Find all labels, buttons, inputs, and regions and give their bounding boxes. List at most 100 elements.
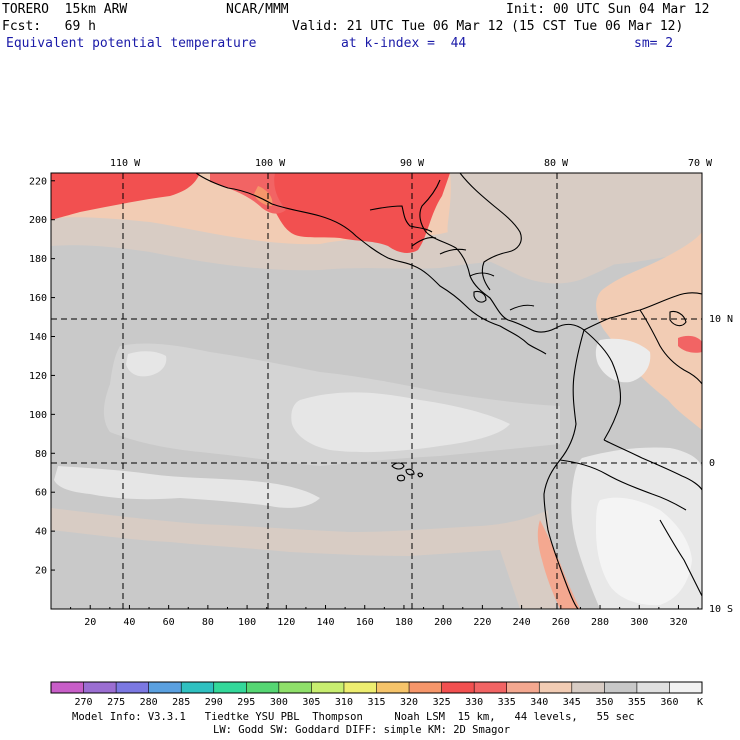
colorbar-swatch [636, 682, 670, 693]
lat-label-10s: 10 S [709, 604, 733, 615]
valid-time: Valid: 21 UTC Tue 06 Mar 12 (15 CST Tue … [292, 19, 684, 34]
x-tick-label: 240 [513, 617, 531, 628]
colorbar-label: 295 [237, 697, 255, 708]
coastline-lake-nicaragua [473, 290, 487, 303]
colorbar-swatch [246, 682, 280, 693]
border-peru-brazil [659, 519, 702, 597]
lon-label-100w: 100 W [255, 158, 286, 169]
map-field [51, 173, 702, 609]
colorbar-label: 305 [302, 697, 320, 708]
colorbar-label: 325 [433, 697, 451, 708]
border-mexico-guatemala [369, 205, 433, 233]
coastline-caribbean [459, 173, 522, 291]
theta-e-band-355-patch-3 [54, 466, 320, 508]
border-venezuela-inland [639, 309, 702, 385]
theta-e-band-330-north [51, 173, 200, 220]
lat-label-10n: 10 N [709, 314, 733, 325]
x-tick-label: 20 [84, 617, 96, 628]
colorbar-swatch [148, 682, 182, 693]
colorbar-label: 275 [107, 697, 125, 708]
y-tick-label: 140 [29, 332, 47, 343]
colorbar-label: 355 [628, 697, 646, 708]
colorbar-swatch [213, 682, 247, 693]
y-tick-label: 20 [35, 566, 47, 577]
x-tick-label: 80 [202, 617, 214, 628]
coastline-mexico-central-america [195, 173, 547, 355]
x-tick-label: 60 [163, 617, 175, 628]
organization-label: NCAR/MMM [226, 2, 289, 17]
colorbar-swatch [669, 682, 703, 693]
model-name: TORERO 15km ARW [2, 2, 128, 17]
lon-label-80w: 80 W [544, 158, 569, 169]
border-central-america [411, 236, 535, 311]
y-tick-label: 120 [29, 371, 47, 382]
x-tick-label: 200 [434, 617, 452, 628]
y-tick-label: 200 [29, 215, 47, 226]
init-time: Init: 00 UTC Sun 04 Mar 12 [506, 2, 710, 17]
theta-e-band-340-east [596, 173, 702, 430]
theta-e-band-360-colombia [595, 338, 651, 383]
colorbar-label: 330 [465, 697, 483, 708]
colorbar-swatch [343, 682, 377, 693]
x-tick-label: 40 [123, 617, 135, 628]
model-info-line-1: Model Info: V3.3.1 Tiedtke YSU PBL Thomp… [72, 711, 635, 723]
colorbar: 270 275 280 285 290 295 300 305 310 315 320 325 330 3… [50, 681, 703, 708]
colorbar-swatch [474, 682, 507, 693]
colorbar-swatch [539, 682, 573, 693]
y-tick-label: 80 [35, 449, 47, 460]
y-tick-label: 220 [29, 176, 47, 187]
map-axes: 220 200 180 160 140 120 100 80 60 40 20 20 40 60 80 100… [29, 176, 699, 628]
y-tick-label: 180 [29, 254, 47, 265]
colorbar-label: 280 [140, 697, 158, 708]
colorbar-label: 345 [563, 697, 581, 708]
field-title: Equivalent potential temperature [6, 36, 257, 51]
x-tick-label: 180 [395, 617, 413, 628]
coastlines [195, 173, 702, 609]
x-tick-label: 160 [356, 617, 374, 628]
border-colombia-ecuador-peru [559, 329, 702, 511]
theta-e-band-330-venezuela [678, 335, 702, 353]
x-tick-label: 320 [669, 617, 687, 628]
colorbar-label: 335 [498, 697, 516, 708]
coastline-yucatan [419, 179, 585, 333]
colorbar-swatch [571, 682, 605, 693]
x-tick-label: 280 [591, 617, 609, 628]
colorbar-unit: K [697, 697, 703, 708]
theta-e-band-345-east [447, 173, 702, 284]
colorbar-label: 310 [335, 697, 353, 708]
colorbar-label: 285 [172, 697, 190, 708]
x-tick-label: 220 [473, 617, 491, 628]
colorbar-label: 270 [75, 697, 93, 708]
colorbar-label: 350 [595, 697, 613, 708]
theta-e-band-350-southwest [51, 530, 520, 609]
lon-label-90w: 90 W [400, 158, 425, 169]
colorbar-swatch [441, 682, 475, 693]
theta-e-band-325-spot [254, 186, 273, 206]
colorbar-swatch [278, 682, 312, 693]
model-info-line-2: LW: Godd SW: Goddard DIFF: simple KM: 2D… [213, 724, 511, 736]
theta-e-band-330-mexico [265, 173, 450, 253]
lon-label-70w: 70 W [688, 158, 713, 169]
colorbar-label: 320 [400, 697, 418, 708]
colorbar-swatch [311, 682, 345, 693]
colorbar-swatch [83, 682, 117, 693]
colorbar-swatch [376, 682, 410, 693]
colorbar-label: 290 [205, 697, 223, 708]
x-tick-label: 120 [277, 617, 295, 628]
colorbar-swatch [604, 682, 638, 693]
coastline-galapagos [391, 462, 424, 482]
theta-e-band-360-southamerica [596, 497, 692, 606]
colorbar-swatch [506, 682, 540, 693]
colorbar-swatch [116, 682, 149, 693]
theta-e-band-355-patch-1 [291, 392, 510, 453]
x-tick-label: 100 [238, 617, 256, 628]
colorbar-label: 340 [530, 697, 548, 708]
map-frame [50, 172, 703, 610]
colorbar-swatch [181, 682, 215, 693]
colorbar-swatch [51, 682, 84, 693]
colorbar-swatch [409, 682, 442, 693]
y-tick-label: 40 [35, 527, 47, 538]
colorbar-label: 315 [367, 697, 385, 708]
x-tick-label: 260 [552, 617, 570, 628]
